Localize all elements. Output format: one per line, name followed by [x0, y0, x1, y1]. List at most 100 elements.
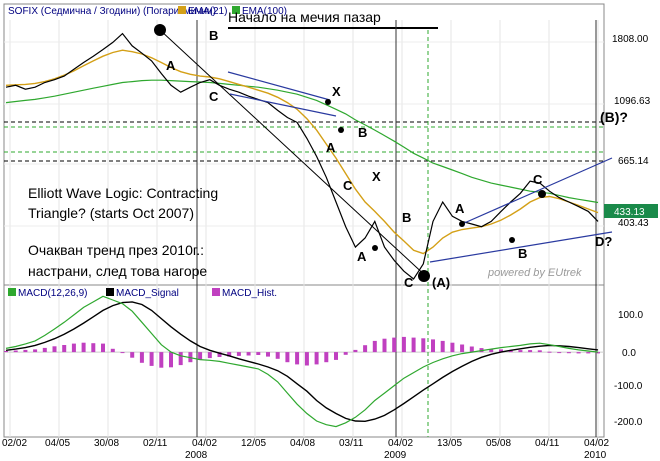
macd-hist-bar [71, 343, 76, 353]
macd-hist-bar [295, 352, 300, 365]
elliott-note-line1: Elliott Wave Logic: Contracting [28, 185, 218, 201]
wave-label: (A) [432, 275, 450, 290]
wave-dot-x2 [338, 127, 344, 133]
x-tick-label: 04/11 [535, 438, 560, 449]
signal-legend-label: MACD_Signal [116, 288, 179, 299]
price-tick: 665.14 [618, 156, 649, 167]
wave-label: C [533, 172, 543, 187]
x-tick-label: 30/08 [94, 438, 119, 449]
wave-label: A [166, 58, 176, 73]
commentary: Elliott Wave Logic: Contracting Triangle… [28, 185, 218, 279]
macd-hist-bar [236, 352, 241, 356]
x-tick-label: 03/11 [339, 438, 364, 449]
macd-hist-bar [382, 338, 387, 353]
macd-hist-bar [353, 349, 358, 353]
ema21-legend-swatch [178, 6, 186, 14]
macd-hist-bar [266, 352, 270, 357]
macd-hist-bar [13, 350, 18, 353]
macd-hist-bar [285, 352, 290, 363]
macd-hist-bar [91, 343, 96, 353]
macd-tick: -100.0 [614, 381, 643, 392]
macd-hist-bar [81, 342, 86, 353]
wave-label: B [358, 125, 367, 140]
wave-label: A [326, 140, 336, 155]
macd-hist-bar [372, 340, 377, 353]
wave-label: A [357, 249, 367, 264]
macd-hist-bar [149, 352, 154, 366]
macd-hist-bar [207, 352, 212, 359]
hist-legend-swatch [212, 288, 220, 296]
macd-hist-bar [460, 344, 465, 353]
wave-dot-bottom [418, 270, 430, 282]
wave-label: C [404, 275, 414, 290]
ema21-line [5, 49, 599, 255]
macd-hist-bar [421, 338, 426, 353]
macd-hist-bar [33, 349, 38, 353]
macd-hist-bar [566, 352, 571, 354]
triangle-upper-2 [461, 157, 613, 225]
x-tick-label: 05/08 [486, 438, 511, 449]
last-price-value: 433.13 [614, 207, 645, 218]
macd-hist-bar [392, 337, 397, 353]
macd-hist-bar [101, 343, 105, 353]
macd-legend-label: MACD(12,26,9) [18, 288, 87, 299]
x-tick-label: 04/05 [45, 438, 70, 449]
expected-note-line2: настрани, след това нагоре [28, 263, 207, 279]
macd-hist-bar [275, 352, 280, 359]
chart-title: SOFIX (Седмична / Згодини) (Погаритмични… [8, 6, 216, 17]
macd-hist-bar [596, 352, 600, 354]
wave-dot-top [154, 24, 166, 36]
macd-hist-bar [62, 345, 67, 353]
macd-hist-bar [227, 352, 232, 357]
signal-legend-swatch [106, 288, 114, 296]
macd-hist-bar [547, 351, 552, 353]
wave-dot-b [509, 237, 515, 243]
macd-hist-bar [217, 352, 222, 357]
x-tick-label: 02/02 [2, 438, 27, 449]
macd-hist-bar [314, 352, 319, 365]
year-label: 2008 [185, 450, 208, 461]
wave-label: A [455, 201, 465, 216]
wave-label: D? [595, 234, 612, 249]
macd-hist-bar [178, 352, 183, 366]
wave-label: X [332, 84, 341, 99]
trend-line-main [159, 29, 429, 279]
wave-dot-c [538, 190, 546, 198]
macd-hist-bar [440, 340, 445, 353]
last-price-badge [604, 204, 658, 218]
macd-hist-bar [52, 346, 57, 353]
price-line [5, 32, 599, 280]
macd-hist-bar [557, 352, 562, 354]
macd-hist-bar [469, 346, 474, 353]
wave-dot-a2 [372, 245, 378, 251]
macd-hist-bar [256, 352, 261, 355]
macd-axis: 100.0 0.0 -100.0 -200.0 [614, 310, 643, 428]
ema100-legend-swatch [232, 6, 240, 14]
year-label: 2009 [384, 450, 407, 461]
macd-hist-bar [537, 350, 542, 353]
macd-hist-bar [343, 352, 348, 355]
x-axis: 02/02 04/05 30/08 02/11 04/02 12/05 04/08 03/11… [2, 438, 609, 449]
credit-text: powered by EUtrek [487, 267, 582, 279]
ema21-legend-label: EMA(21) [188, 6, 227, 17]
macd-hist-bar [450, 342, 455, 353]
macd-hist-bar [411, 337, 416, 353]
market-start-note: Начало на мечия пазар [228, 9, 381, 25]
ema100-line [5, 79, 599, 204]
macd-hist-bar [528, 350, 533, 353]
ema100-legend-label: EMA(100) [242, 6, 287, 17]
triangle-upper-1 [227, 71, 331, 101]
wave-dot-x1 [325, 99, 331, 105]
macd-hist-bar [304, 352, 309, 366]
wave-label: (B)? [600, 109, 628, 125]
top-legend: SOFIX (Седмична / Згодини) (Погаритмични… [8, 6, 287, 17]
x-tick-label: 02/11 [143, 438, 168, 449]
macd-hist-bar [139, 352, 144, 363]
macd-hist-bar [518, 350, 523, 353]
macd-hist-bar [576, 352, 581, 354]
x-tick-label: 13/05 [437, 438, 462, 449]
price-tick: 1096.63 [614, 96, 651, 107]
price-tick: 403.43 [618, 218, 649, 229]
